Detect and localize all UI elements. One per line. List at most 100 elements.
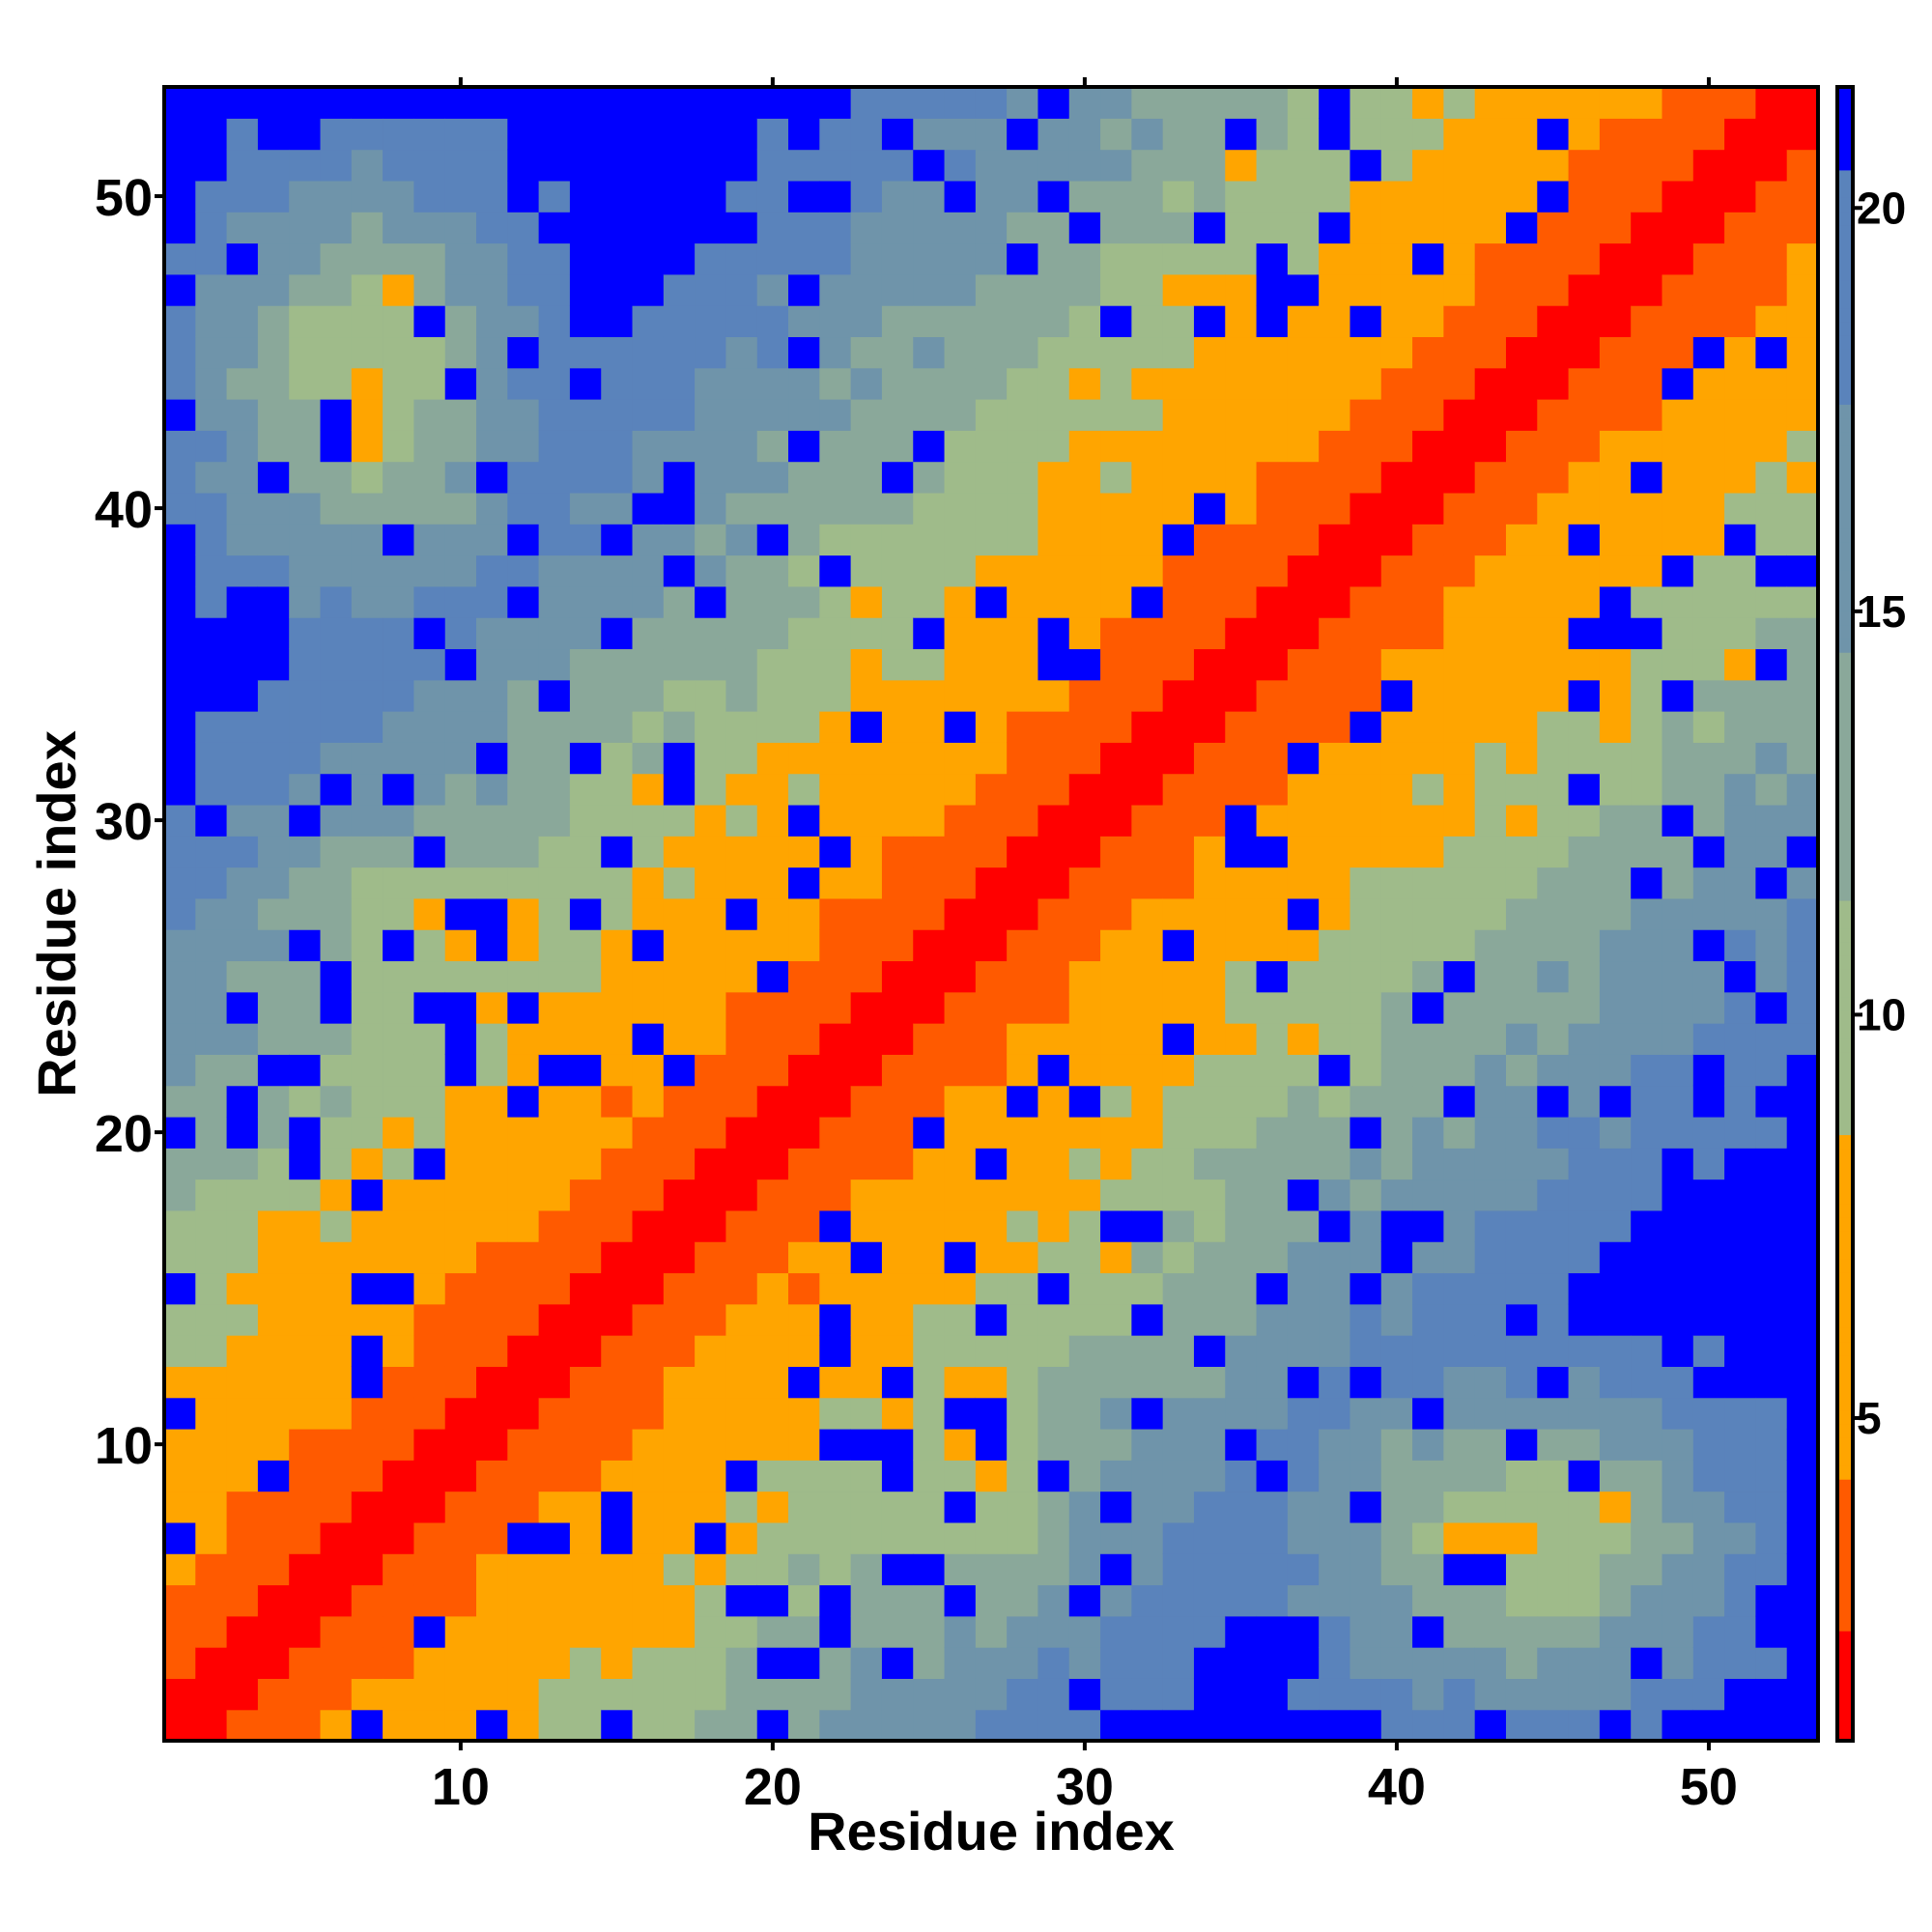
heatmap-cell bbox=[1131, 399, 1164, 431]
heatmap-cell bbox=[601, 242, 634, 275]
heatmap-cell bbox=[320, 1647, 353, 1679]
heatmap-cell bbox=[975, 1647, 1008, 1679]
heatmap-cell bbox=[1007, 1179, 1039, 1211]
heatmap-cell bbox=[507, 524, 540, 556]
heatmap-cell bbox=[819, 1553, 852, 1586]
heatmap-cell bbox=[320, 679, 353, 712]
heatmap-cell bbox=[1755, 711, 1788, 743]
heatmap-cell bbox=[1692, 1366, 1725, 1399]
heatmap-cell bbox=[663, 87, 696, 119]
heatmap-cell bbox=[1412, 1428, 1444, 1461]
heatmap-cell bbox=[1724, 336, 1756, 369]
heatmap-cell bbox=[663, 1241, 696, 1274]
heatmap-cell bbox=[1037, 1116, 1070, 1149]
heatmap-cell bbox=[413, 773, 446, 806]
heatmap-cell bbox=[695, 367, 727, 400]
heatmap-cell bbox=[1007, 1148, 1039, 1180]
heatmap-cell bbox=[881, 1023, 914, 1055]
heatmap-cell bbox=[1568, 180, 1601, 213]
heatmap-cell bbox=[913, 87, 946, 119]
heatmap-cell bbox=[725, 1491, 758, 1523]
heatmap-cell bbox=[1505, 367, 1538, 400]
heatmap-cell bbox=[289, 461, 322, 494]
heatmap-cell bbox=[913, 1521, 946, 1554]
heatmap-cell bbox=[913, 461, 946, 494]
heatmap-cell bbox=[257, 1116, 290, 1149]
heatmap-cell bbox=[1380, 836, 1413, 868]
heatmap-cell bbox=[1100, 1615, 1132, 1648]
heatmap-cell bbox=[507, 585, 540, 618]
heatmap-cell bbox=[226, 149, 259, 182]
heatmap-cell bbox=[1443, 773, 1476, 806]
heatmap-cell bbox=[1599, 1272, 1632, 1305]
heatmap-cell bbox=[881, 1615, 914, 1648]
heatmap-cell bbox=[1100, 991, 1132, 1024]
heatmap-cell bbox=[1505, 679, 1538, 712]
heatmap-cell bbox=[444, 617, 477, 650]
heatmap-cell bbox=[1443, 1303, 1476, 1336]
heatmap-cell bbox=[881, 836, 914, 868]
heatmap-cell bbox=[788, 1397, 820, 1430]
heatmap-cell bbox=[601, 1584, 634, 1617]
heatmap-cell bbox=[1287, 1303, 1320, 1336]
heatmap-cell bbox=[1568, 742, 1601, 775]
heatmap-cell bbox=[725, 554, 758, 587]
heatmap-cell bbox=[944, 1491, 977, 1523]
colorbar-segment bbox=[1837, 1341, 1853, 1356]
heatmap-cell bbox=[476, 742, 508, 775]
heatmap-cell bbox=[1193, 118, 1226, 151]
heatmap-cell bbox=[756, 305, 789, 338]
heatmap-cell bbox=[1599, 1366, 1632, 1399]
heatmap-cell bbox=[756, 1366, 789, 1399]
heatmap-cell bbox=[1319, 648, 1351, 681]
heatmap-cell bbox=[1631, 1647, 1663, 1679]
heatmap-cell bbox=[1755, 1209, 1788, 1242]
heatmap-cell bbox=[913, 212, 946, 244]
heatmap-cell bbox=[601, 1116, 634, 1149]
heatmap-cell bbox=[289, 305, 322, 338]
heatmap-cell bbox=[819, 1179, 852, 1211]
heatmap-cell bbox=[1037, 1366, 1070, 1399]
heatmap-cell bbox=[1662, 1460, 1694, 1492]
heatmap-cell bbox=[881, 1209, 914, 1242]
heatmap-cell bbox=[1443, 87, 1476, 119]
heatmap-cell bbox=[1100, 149, 1132, 182]
heatmap-cell bbox=[1037, 1335, 1070, 1367]
heatmap-cell bbox=[257, 1272, 290, 1305]
heatmap-cell bbox=[538, 960, 571, 993]
heatmap-cell bbox=[1037, 554, 1070, 587]
heatmap-cell bbox=[476, 212, 508, 244]
heatmap-cell bbox=[1443, 1366, 1476, 1399]
heatmap-cell bbox=[1692, 742, 1725, 775]
heatmap-cell bbox=[1068, 679, 1101, 712]
heatmap-cell bbox=[601, 1678, 634, 1711]
heatmap-cell bbox=[788, 897, 820, 930]
heatmap-cell bbox=[289, 1116, 322, 1149]
heatmap-cell bbox=[819, 836, 852, 868]
heatmap-cell bbox=[1162, 336, 1195, 369]
heatmap-cell bbox=[320, 554, 353, 587]
heatmap-cell bbox=[538, 367, 571, 400]
heatmap-cell bbox=[1225, 836, 1258, 868]
heatmap-cell bbox=[756, 524, 789, 556]
heatmap-cell bbox=[975, 742, 1008, 775]
heatmap-cell bbox=[507, 430, 540, 463]
heatmap-cell bbox=[1537, 585, 1570, 618]
heatmap-cell bbox=[601, 648, 634, 681]
heatmap-cell bbox=[320, 336, 353, 369]
heatmap-cell bbox=[538, 180, 571, 213]
heatmap-cell bbox=[601, 554, 634, 587]
heatmap-cell bbox=[1568, 1678, 1601, 1711]
heatmap-cell bbox=[1724, 1397, 1756, 1430]
heatmap-cell bbox=[1287, 929, 1320, 962]
heatmap-cell bbox=[383, 461, 415, 494]
heatmap-cell bbox=[1662, 461, 1694, 494]
colorbar-segment bbox=[1837, 500, 1853, 516]
heatmap-cell bbox=[1599, 1179, 1632, 1211]
heatmap-cell bbox=[289, 492, 322, 525]
heatmap-cell bbox=[1755, 585, 1788, 618]
heatmap-cell bbox=[1100, 742, 1132, 775]
heatmap-cell bbox=[725, 1647, 758, 1679]
heatmap-cell bbox=[881, 367, 914, 400]
heatmap-cell bbox=[1662, 118, 1694, 151]
